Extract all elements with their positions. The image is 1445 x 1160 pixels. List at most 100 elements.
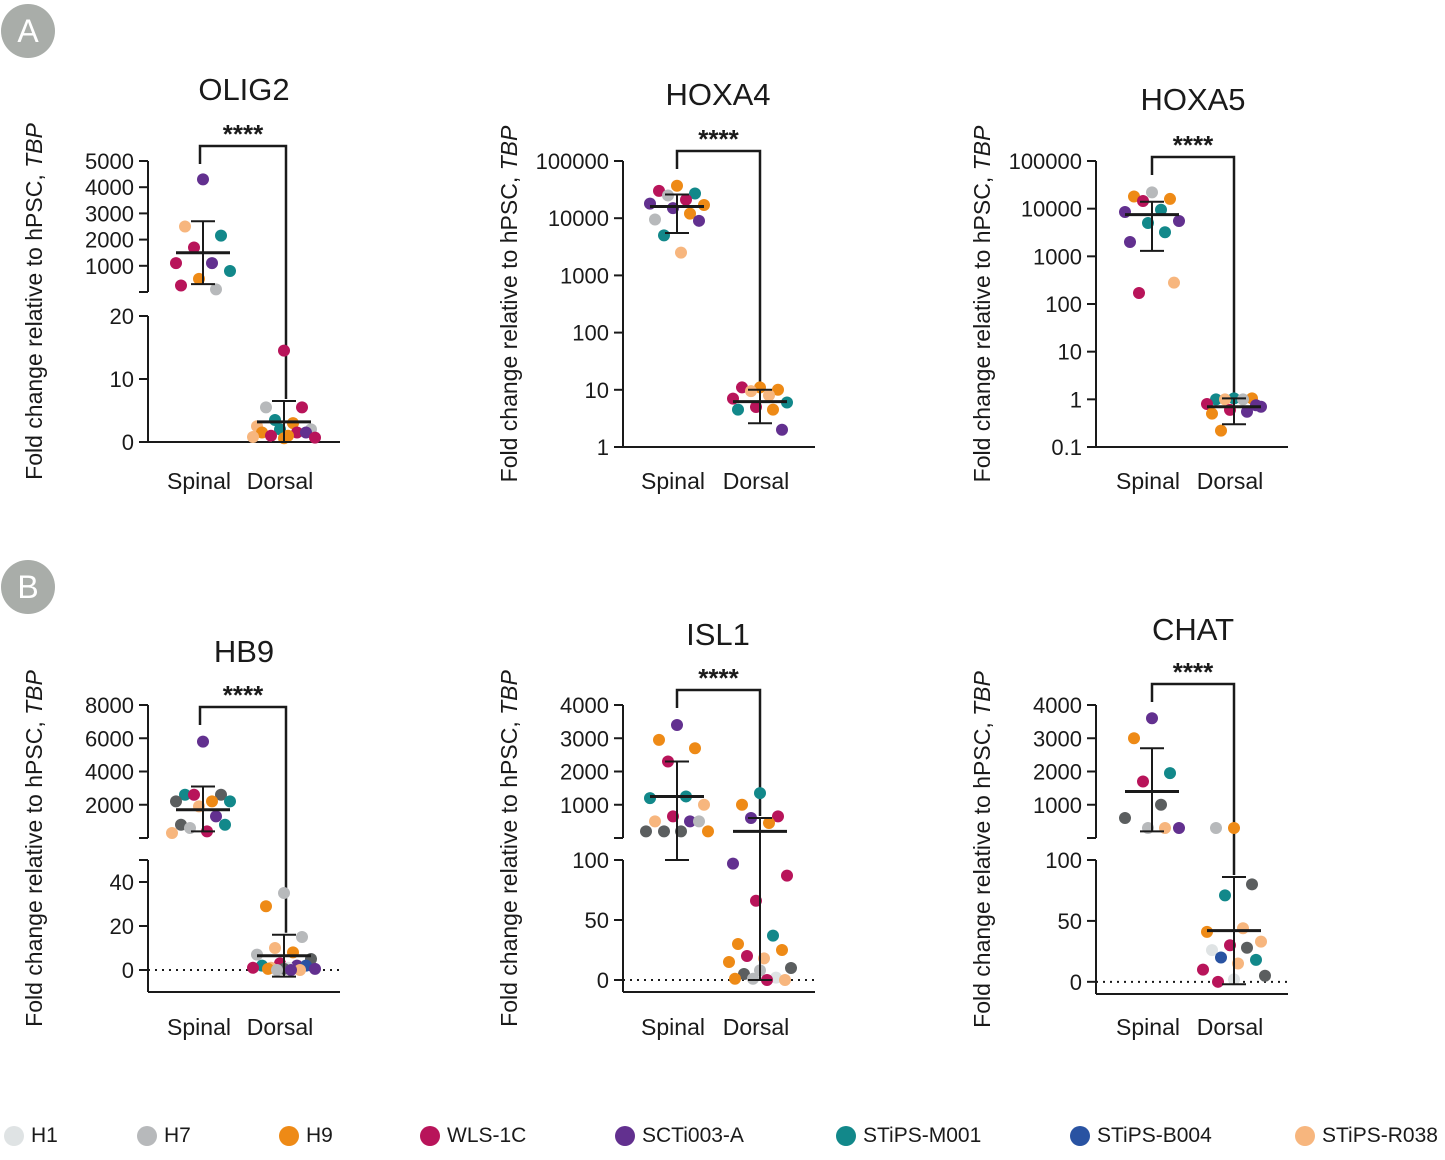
x-tick-label: Spinal (641, 468, 705, 494)
data-point-wls-1c (175, 279, 187, 292)
panel-badge-a: A (1, 4, 55, 58)
data-point-h9 (1228, 822, 1240, 835)
data-point-scti003-a (309, 962, 321, 975)
data-point-wls-1c (1133, 287, 1145, 300)
x-tick-label: Spinal (167, 468, 231, 494)
data-point-stips-m001 (754, 787, 766, 800)
data-point-wls-1c (1197, 963, 1209, 976)
data-point-scti003-a (1146, 712, 1158, 725)
data-point-scti003-a (1173, 822, 1185, 835)
y-tick-label: 2000 (560, 760, 609, 785)
y-axis-label: Fold change relative to hPSC, TBP (496, 670, 522, 1027)
data-point-h7 (1237, 393, 1249, 406)
data-point-wls-1c (1137, 775, 1149, 788)
data-point-h7 (693, 815, 705, 828)
data-point-wls-1c (296, 401, 308, 414)
data-point-stips-r038 (179, 220, 191, 233)
x-tick-label: Spinal (641, 1014, 705, 1040)
data-point-stips-b004 (1215, 951, 1227, 964)
legend-swatch (836, 1126, 856, 1146)
y-tick-label: 100 (1045, 292, 1082, 317)
data-point-wls-1c (653, 184, 665, 197)
legend-item: STiPS-M001 (836, 1118, 981, 1154)
data-point-stips-r038 (649, 815, 661, 828)
data-point-h9 (732, 938, 744, 950)
y-tick-label: 1 (1070, 387, 1082, 412)
y-tick-label: 1000 (560, 263, 609, 288)
data-point-wls-1c (188, 241, 200, 254)
data-point-h9 (206, 795, 218, 808)
data-point-h7 (271, 964, 283, 976)
chart-hoxa5: Fold change relative to hPSC, TBP HOXA5 **… (969, 82, 1288, 494)
data-point-h7 (747, 972, 759, 985)
data-point-scti003-a (300, 426, 312, 439)
data-point-wls-1c (188, 788, 200, 801)
data-point-wls-1c (1212, 975, 1224, 988)
data-point-stips-r038 (698, 798, 710, 811)
data-point-wls-1c (680, 193, 692, 206)
data-point-scti003-a (197, 173, 209, 186)
legend-swatch (420, 1126, 440, 1146)
significance-bracket (1150, 155, 1236, 397)
data-point-stips-m001 (1250, 953, 1262, 966)
x-tick-label: Dorsal (723, 468, 789, 494)
data-point-stips-m001 (224, 795, 236, 808)
data-point-h9 (1128, 732, 1140, 745)
chart-olig2: Fold change relative to hPSC, TBP OLIG2 **… (21, 72, 340, 494)
data-point-wls-1c (247, 961, 259, 974)
y-tick-label: 2000 (1033, 760, 1082, 785)
y-tick-label: 1000 (1033, 244, 1082, 269)
x-tick-label: Dorsal (247, 1014, 313, 1040)
data-point-h9 (763, 817, 775, 830)
y-tick-label: 50 (585, 908, 609, 933)
significance-label: **** (698, 663, 739, 693)
significance-bracket (1150, 682, 1236, 876)
data-point-h9 (702, 825, 714, 838)
y-tick-label: 20 (110, 914, 134, 939)
legend-swatch (1070, 1126, 1090, 1146)
data-point-h7 (278, 887, 290, 899)
data-point-wls-1c (781, 869, 793, 882)
y-tick-label: 0.1 (1051, 435, 1082, 460)
y-tick-label: 10 (1058, 340, 1082, 365)
data-point-scti003-a (684, 815, 696, 828)
y-tick-label: 100 (1045, 848, 1082, 873)
legend-label: STiPS-M001 (863, 1124, 982, 1147)
y-tick-label: 3000 (1033, 726, 1082, 751)
data-point-stips-m001 (1164, 767, 1176, 780)
data-point-stips-m001 (1219, 889, 1231, 902)
data-point-wls-1c (265, 429, 277, 442)
data-point-dg (738, 968, 750, 980)
data-point-h9 (1164, 192, 1176, 205)
chart-isl1: Fold change relative to hPSC, TBP ISL1 ***… (496, 617, 815, 1040)
y-axis-label: Fold change relative to hPSC, TBP (21, 123, 47, 480)
legend-swatch (615, 1126, 635, 1146)
data-point-h1 (1206, 944, 1218, 957)
legend-swatch (4, 1126, 24, 1146)
data-point-scti003-a (1241, 405, 1253, 418)
y-tick-label: 2000 (85, 228, 134, 253)
chart-title: CHAT (1152, 612, 1234, 647)
data-point-wls-1c (741, 950, 753, 962)
panel-badge-b: B (1, 560, 55, 614)
data-point-stips-m001 (1210, 393, 1222, 406)
y-tick-label: 3000 (560, 726, 609, 751)
legend-swatch (1295, 1126, 1315, 1146)
data-point-stips-m001 (215, 229, 227, 242)
data-point-scti003-a (1119, 206, 1131, 219)
y-tick-label: 20 (110, 304, 134, 329)
y-tick-label: 6000 (85, 726, 134, 751)
data-point-stips-r038 (675, 246, 687, 259)
data-point-scti003-a (1124, 235, 1136, 248)
y-axis-label: Fold change relative to hPSC, TBP (21, 670, 47, 1027)
legend-label: H7 (164, 1124, 191, 1147)
data-point-h9 (698, 199, 710, 212)
y-tick-label: 0 (122, 430, 134, 455)
y-tick-label: 0 (597, 968, 609, 993)
chart-title: OLIG2 (198, 72, 289, 107)
data-point-h9 (736, 798, 748, 811)
data-point-h9 (776, 944, 788, 956)
data-point-dg (175, 818, 187, 831)
significance-bracket (675, 149, 762, 388)
data-point-h9 (729, 972, 741, 985)
